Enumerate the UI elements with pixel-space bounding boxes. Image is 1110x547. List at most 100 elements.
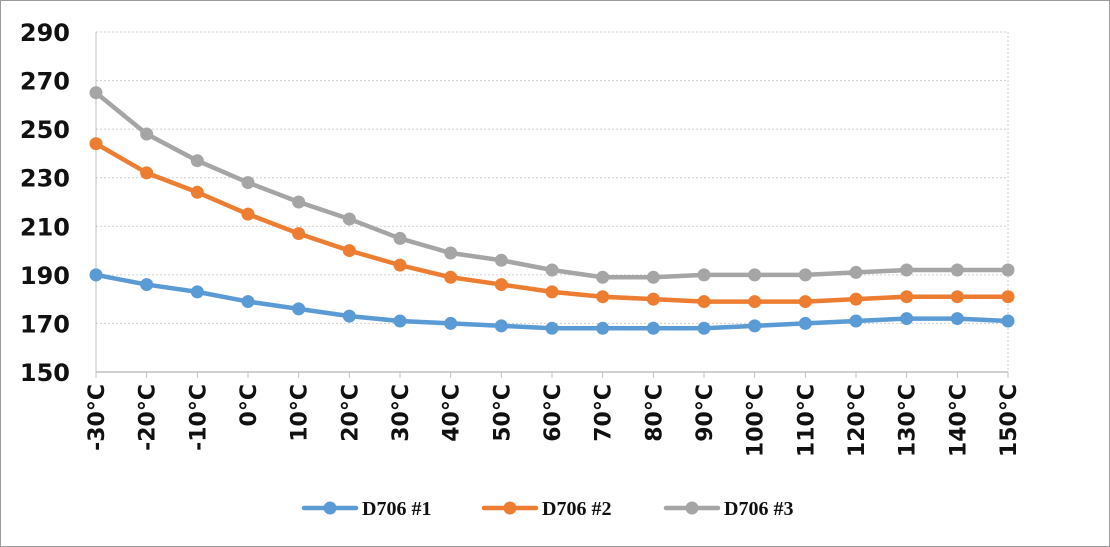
data-point xyxy=(190,285,204,299)
y-tick-label: 290 xyxy=(20,19,70,47)
data-point xyxy=(849,314,863,328)
data-point xyxy=(190,185,204,199)
data-point xyxy=(798,295,812,309)
x-tick-label: 30°C xyxy=(389,384,414,442)
legend-item: D706 #1 xyxy=(301,498,431,520)
legend-swatch-marker xyxy=(685,501,699,515)
data-point xyxy=(646,270,660,284)
x-tick-label: -10°C xyxy=(186,384,211,451)
x-tick-labels: -30°C -20°C -10°C 0°C 10°C 20°C 30°C 40°C 50°C 60… xyxy=(85,384,1022,457)
data-point xyxy=(697,295,711,309)
data-point xyxy=(748,295,762,309)
data-point xyxy=(1001,290,1015,304)
data-point xyxy=(241,295,255,309)
data-point xyxy=(444,270,458,284)
data-point xyxy=(190,154,204,168)
series-3 xyxy=(89,86,1015,284)
y-tick-label: 170 xyxy=(20,310,70,338)
data-point xyxy=(697,321,711,335)
x-tick-label: 10°C xyxy=(288,384,313,442)
x-tick-label: 90°C xyxy=(693,384,718,442)
legend-swatch-marker xyxy=(503,501,517,515)
data-point xyxy=(545,285,559,299)
data-point xyxy=(798,316,812,330)
legend-swatch-marker xyxy=(323,501,337,515)
data-point xyxy=(545,263,559,277)
data-point xyxy=(900,290,914,304)
data-point xyxy=(140,278,154,292)
data-point xyxy=(646,321,660,335)
x-tick-label: 150°C xyxy=(997,384,1022,457)
legend-label: D706 #3 xyxy=(724,498,793,520)
series-group xyxy=(89,86,1015,335)
data-point xyxy=(89,137,103,151)
data-point xyxy=(444,246,458,260)
x-tick-label: -30°C xyxy=(85,384,110,451)
data-point xyxy=(393,258,407,272)
data-point xyxy=(950,290,964,304)
x-tick-label: 60°C xyxy=(541,384,566,442)
series-1 xyxy=(89,268,1015,335)
data-point xyxy=(596,321,610,335)
y-tick-label: 190 xyxy=(20,262,70,290)
data-point xyxy=(494,253,508,267)
legend-label: D706 #1 xyxy=(362,498,431,520)
data-point xyxy=(849,265,863,279)
x-tick-label: 50°C xyxy=(490,384,515,442)
series-line xyxy=(93,141,1011,304)
data-point xyxy=(140,127,154,141)
x-tick-label: 110°C xyxy=(794,384,819,457)
data-point xyxy=(697,268,711,282)
data-point xyxy=(292,195,306,209)
data-point xyxy=(1001,314,1015,328)
data-point xyxy=(494,278,508,292)
data-point xyxy=(950,263,964,277)
legend-item: D706 #3 xyxy=(663,498,793,520)
data-point xyxy=(444,316,458,330)
data-point xyxy=(646,292,660,306)
series-2 xyxy=(89,137,1015,309)
x-tick-label: 120°C xyxy=(845,384,870,457)
data-point xyxy=(950,312,964,326)
data-point xyxy=(241,207,255,221)
x-tick-label: 140°C xyxy=(946,384,971,457)
y-tick-label: 270 xyxy=(20,68,70,96)
data-point xyxy=(545,321,559,335)
y-tick-label: 210 xyxy=(20,213,70,241)
x-tick-label: 0°C xyxy=(237,384,262,426)
data-point xyxy=(342,212,356,226)
data-point xyxy=(393,314,407,328)
data-point xyxy=(596,270,610,284)
data-point xyxy=(342,244,356,258)
data-point xyxy=(494,319,508,333)
data-point xyxy=(393,231,407,245)
data-point xyxy=(89,268,103,282)
series-line xyxy=(93,272,1011,331)
legend-item: D706 #2 xyxy=(481,498,611,520)
data-point xyxy=(89,86,103,100)
x-tick-label: 70°C xyxy=(592,384,617,442)
data-point xyxy=(140,166,154,180)
x-tick-label: 130°C xyxy=(896,384,921,457)
y-tick-labels: 150 170 190 210 230 250 270 290 xyxy=(20,19,70,387)
x-tick-label: -20°C xyxy=(136,384,161,451)
data-point xyxy=(292,302,306,316)
y-tick-label: 250 xyxy=(20,116,70,144)
x-tick-label: 40°C xyxy=(440,384,465,442)
data-point xyxy=(1001,263,1015,277)
data-point xyxy=(849,292,863,306)
x-tick-label: 80°C xyxy=(642,384,667,442)
x-tick-label: 20°C xyxy=(338,384,363,442)
data-point xyxy=(241,176,255,190)
data-point xyxy=(292,227,306,241)
y-tick-label: 150 xyxy=(20,359,70,387)
y-tick-label: 230 xyxy=(20,165,70,193)
legend-label: D706 #2 xyxy=(542,498,611,520)
data-point xyxy=(342,309,356,323)
data-point xyxy=(798,268,812,282)
legend: D706 #1 D706 #2 D706 #3 xyxy=(301,498,793,520)
x-tick-label: 100°C xyxy=(744,384,769,457)
data-point xyxy=(748,319,762,333)
data-point xyxy=(596,290,610,304)
